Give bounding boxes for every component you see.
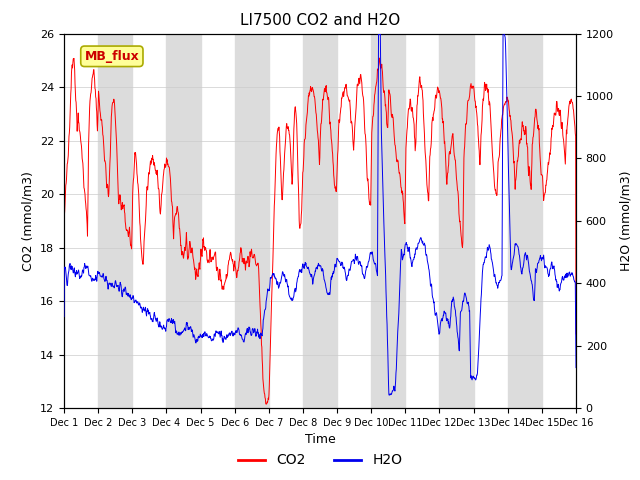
Y-axis label: CO2 (mmol/m3): CO2 (mmol/m3) <box>22 171 35 271</box>
Title: LI7500 CO2 and H2O: LI7500 CO2 and H2O <box>240 13 400 28</box>
Bar <box>166 34 200 408</box>
Bar <box>371 34 405 408</box>
Legend: CO2, H2O: CO2, H2O <box>232 448 408 473</box>
X-axis label: Time: Time <box>305 433 335 446</box>
Bar <box>508 34 542 408</box>
Bar <box>235 34 269 408</box>
Bar <box>98 34 132 408</box>
Bar <box>303 34 337 408</box>
Y-axis label: H2O (mmol/m3): H2O (mmol/m3) <box>620 170 632 271</box>
Bar <box>440 34 474 408</box>
Text: MB_flux: MB_flux <box>84 50 140 63</box>
